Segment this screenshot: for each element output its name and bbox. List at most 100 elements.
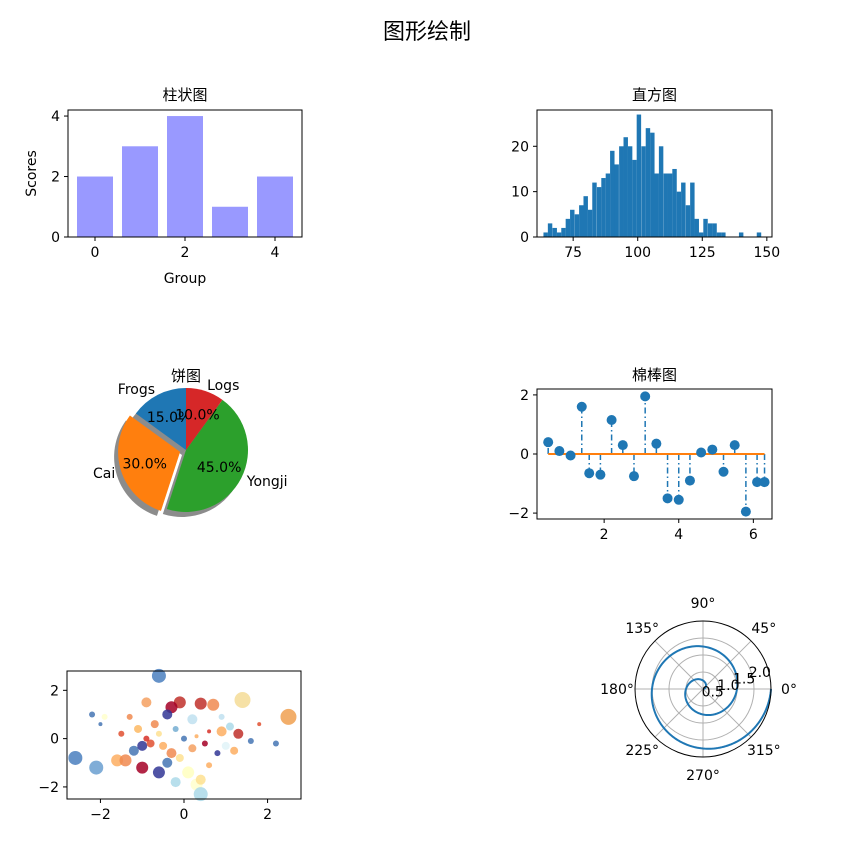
- scatter-point: [187, 714, 198, 725]
- scatter-point: [188, 744, 197, 753]
- scatter-point: [146, 739, 155, 748]
- scatter-point: [230, 746, 239, 755]
- histogram-bar: [636, 114, 642, 237]
- stem-marker: [684, 475, 695, 486]
- stem-marker: [554, 446, 565, 457]
- histogram-bar: [712, 223, 717, 237]
- stem-ytick-label: 0: [520, 447, 529, 463]
- bar-chart-title: 柱状图: [162, 86, 207, 104]
- scatter-point: [68, 750, 83, 765]
- scatter-point: [247, 738, 254, 745]
- histogram-bar: [614, 164, 619, 237]
- pie-percent-label: 15.0%: [147, 410, 191, 426]
- polar-grid-spoke: [654, 640, 704, 690]
- pie-label: Yongji: [246, 474, 288, 490]
- stem-marker: [584, 468, 595, 479]
- histogram-ytick-label: 0: [520, 230, 529, 246]
- histogram-bar: [694, 218, 699, 237]
- stem-marker: [640, 391, 651, 402]
- scatter-ytick-label: −2: [38, 780, 59, 796]
- scatter-point: [194, 734, 199, 739]
- histogram-bar: [632, 159, 637, 237]
- bar: [77, 176, 113, 237]
- polar-theta-label: 45°: [751, 621, 776, 637]
- polar-theta-label: 90°: [691, 596, 716, 612]
- scatter-point: [194, 697, 207, 710]
- histogram-bar: [561, 227, 566, 237]
- histogram-bar: [645, 128, 651, 237]
- bar-xtick-label: 4: [271, 245, 280, 261]
- histogram-bar: [619, 146, 624, 237]
- histogram-bar: [570, 209, 575, 237]
- histogram-bar: [667, 173, 673, 237]
- bar-chart-ylabel: Scores: [24, 150, 40, 197]
- bar-ytick-label: 0: [51, 230, 60, 246]
- scatter-point: [89, 711, 96, 718]
- histogram-bar: [650, 132, 655, 237]
- polar-r-label: 2.0: [749, 665, 771, 681]
- histogram-bar: [707, 223, 713, 237]
- histogram-bar: [721, 232, 726, 237]
- scatter-point: [207, 698, 220, 711]
- scatter-point: [225, 722, 234, 731]
- histogram-bar: [658, 146, 664, 237]
- stem-marker: [628, 471, 639, 482]
- scatter-point: [257, 722, 262, 727]
- histogram-bar: [641, 146, 646, 237]
- scatter-ytick-label: 2: [50, 683, 59, 699]
- histogram-bar: [605, 173, 611, 237]
- pie-slice: [166, 399, 249, 512]
- polar-grid-spoke: [702, 640, 752, 690]
- scatter-point: [206, 762, 213, 769]
- histogram-bar: [565, 218, 571, 237]
- scatter-point: [214, 750, 221, 757]
- histogram-xtick-label: 150: [753, 245, 780, 261]
- polar-theta-label: 180°: [600, 682, 634, 698]
- histogram-bar: [547, 223, 553, 237]
- histogram-bar: [596, 187, 602, 237]
- stem-marker: [565, 450, 576, 461]
- polar-axes: [634, 620, 772, 758]
- scatter-point: [128, 745, 139, 756]
- histogram-ytick-label: 20: [511, 139, 529, 155]
- histogram-bar: [685, 205, 691, 237]
- stem-xtick-label: 6: [749, 527, 758, 543]
- histogram-xtick-label: 125: [689, 245, 716, 261]
- bar: [167, 116, 203, 237]
- scatter-point: [280, 708, 297, 725]
- stem-marker: [673, 494, 684, 505]
- stem-marker: [606, 415, 617, 426]
- histogram-bar: [672, 168, 677, 237]
- bar-chart-xlabel: Group: [164, 271, 207, 287]
- histogram-bar: [579, 205, 584, 237]
- bar-xtick-label: 0: [91, 245, 100, 261]
- scatter-point: [233, 728, 244, 739]
- scatter-point: [134, 724, 143, 733]
- histogram-bar: [703, 218, 708, 237]
- scatter-point: [162, 757, 173, 768]
- bar: [257, 176, 293, 237]
- pie-chart-title: 饼图: [171, 367, 201, 385]
- polar-r-label: 0.5: [702, 684, 724, 700]
- histogram-axes: [536, 109, 773, 238]
- histogram-bar: [690, 182, 695, 237]
- scatter-point: [234, 691, 251, 708]
- pie-slice: [135, 388, 186, 450]
- scatter-point: [89, 760, 104, 775]
- scatter-point: [136, 761, 149, 774]
- polar-theta-label: 315°: [747, 743, 781, 759]
- scatter-point: [150, 720, 159, 729]
- scatter-point: [172, 725, 179, 732]
- scatter-point: [162, 709, 173, 720]
- scatter-point: [118, 730, 125, 737]
- histogram-bar: [627, 146, 633, 237]
- figure-title: 图形绘制: [382, 20, 471, 45]
- histogram-bar: [610, 150, 615, 237]
- histogram-bar: [574, 214, 580, 237]
- scatter-point: [143, 735, 150, 742]
- scatter-xtick-label: −2: [90, 807, 111, 823]
- scatter-ytick-label: 0: [50, 732, 59, 748]
- scatter-point: [193, 787, 208, 802]
- bar-ytick-label: 2: [51, 170, 60, 186]
